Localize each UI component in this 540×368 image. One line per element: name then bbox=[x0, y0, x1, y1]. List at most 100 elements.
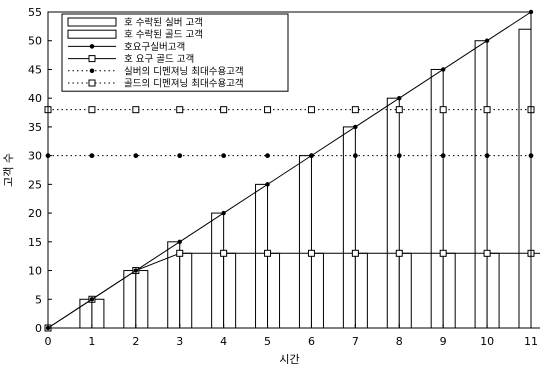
x-tick-label: 10 bbox=[480, 335, 494, 348]
gold-capacity-point bbox=[395, 106, 403, 114]
silver-accepted-bar bbox=[298, 155, 312, 329]
gold-accepted-bar bbox=[354, 252, 368, 329]
gold-accepted-bar bbox=[135, 270, 149, 329]
x-tick-label: 9 bbox=[440, 335, 447, 348]
silver-accepted-bar bbox=[518, 28, 532, 329]
gold-accepted-bar bbox=[179, 252, 193, 329]
gold-capacity-point bbox=[88, 106, 96, 114]
y-tick-label: 55 bbox=[28, 6, 42, 19]
lines-layer bbox=[44, 9, 535, 332]
silver-capacity-point bbox=[221, 153, 227, 159]
x-tick-label: 4 bbox=[220, 335, 227, 348]
legend-swatch-marker bbox=[89, 44, 95, 49]
gold-capacity-point bbox=[351, 106, 359, 114]
gold-demand-point bbox=[483, 249, 491, 257]
silver-demand-point bbox=[353, 124, 358, 130]
silver-accepted-bar bbox=[123, 270, 137, 329]
y-tick-label: 35 bbox=[28, 121, 42, 134]
gold-accepted-bar bbox=[530, 252, 540, 329]
silver-demand-point bbox=[265, 182, 270, 187]
gold-accepted-bar bbox=[442, 252, 456, 329]
legend-box bbox=[61, 13, 289, 92]
silver-capacity-point bbox=[440, 153, 446, 159]
gold-accepted-bar bbox=[91, 298, 105, 329]
silver-demand-point bbox=[133, 268, 139, 273]
legend-swatch-marker bbox=[89, 68, 95, 74]
gold-capacity-point bbox=[307, 106, 315, 114]
silver-capacity-point bbox=[133, 153, 139, 159]
silver-demand-point bbox=[397, 95, 402, 101]
silver-demand-point bbox=[177, 239, 182, 245]
gold-demand-point bbox=[176, 249, 184, 257]
gold-capacity-point bbox=[439, 106, 447, 114]
gold-capacity-point bbox=[264, 106, 272, 114]
gold-capacity-point bbox=[220, 106, 228, 114]
y-tick-label: 45 bbox=[28, 63, 42, 76]
legend-entry-label: 호 요구 골드 고객 bbox=[124, 54, 194, 65]
silver-capacity-point bbox=[484, 153, 490, 159]
y-tick-label: 25 bbox=[28, 178, 42, 191]
gold-capacity-point bbox=[176, 106, 184, 114]
silver-capacity-point bbox=[89, 153, 95, 159]
silver-accepted-bar bbox=[211, 212, 225, 329]
gold-demand-point bbox=[220, 249, 228, 257]
x-tick-label: 8 bbox=[396, 335, 403, 348]
silver-capacity-point bbox=[396, 153, 402, 159]
x-tick-label: 2 bbox=[132, 335, 139, 348]
x-tick-label: 1 bbox=[88, 335, 95, 348]
x-axis-title: 시간 bbox=[279, 353, 299, 366]
x-tick-label: 3 bbox=[176, 335, 183, 348]
y-tick-label: 0 bbox=[35, 322, 42, 335]
y-tick-label: 5 bbox=[35, 293, 42, 306]
gold-demand-line bbox=[47, 252, 531, 329]
silver-demand-point bbox=[89, 297, 95, 302]
legend-entry-label: 호 수락된 골드 고객 bbox=[124, 29, 203, 41]
silver-accepted-bar bbox=[386, 97, 400, 329]
gold-demand-point bbox=[439, 249, 447, 257]
gold-accepted-bar bbox=[398, 252, 412, 329]
silver-demand-line bbox=[47, 11, 532, 329]
silver-demand-point bbox=[221, 210, 226, 216]
legend-entry-label: 실버의 디멘져닝 최대수용고객 bbox=[124, 66, 244, 77]
gold-accepted-bar bbox=[267, 252, 281, 329]
gold-demand-point bbox=[307, 249, 315, 257]
x-tick-label: 6 bbox=[308, 335, 315, 348]
legend-swatch-bar bbox=[67, 29, 117, 39]
plot-frame bbox=[47, 11, 532, 329]
silver-demand-point bbox=[484, 38, 490, 43]
silver-demand-point bbox=[440, 67, 446, 72]
legend-entry-label: 골드의 디멘져닝 최대수용고객 bbox=[124, 79, 244, 90]
legend-entry-label: 호 수락된 실버 고객 bbox=[124, 17, 203, 29]
gold-accepted-bar bbox=[486, 252, 500, 329]
y-tick-label: 15 bbox=[28, 236, 42, 249]
gold-accepted-bar bbox=[223, 252, 237, 329]
silver-capacity-point bbox=[352, 153, 358, 159]
gold-capacity-point bbox=[132, 106, 140, 114]
gold-capacity-point bbox=[483, 106, 491, 114]
y-tick-label: 10 bbox=[28, 265, 42, 278]
silver-capacity-point bbox=[177, 153, 183, 159]
y-tick-label: 40 bbox=[28, 92, 42, 105]
gold-demand-point bbox=[351, 249, 359, 257]
legend-swatch-marker bbox=[88, 79, 96, 87]
gold-accepted-bar bbox=[310, 252, 324, 329]
legend-entry-label: 호요구실버고객 bbox=[124, 42, 185, 53]
gold-demand-point bbox=[395, 249, 403, 257]
x-tick-label: 7 bbox=[352, 335, 359, 348]
y-tick-label: 50 bbox=[28, 35, 42, 48]
silver-accepted-bar bbox=[474, 40, 488, 329]
legend-swatch-bar bbox=[67, 17, 117, 27]
x-tick-label: 5 bbox=[264, 335, 271, 348]
x-tick-label: 11 bbox=[524, 335, 538, 348]
silver-demand-point bbox=[309, 153, 314, 158]
x-tick-label: 0 bbox=[45, 335, 52, 348]
y-axis-title: 고객 수 bbox=[2, 153, 15, 187]
legend-swatch-marker bbox=[88, 55, 96, 63]
y-tick-label: 30 bbox=[28, 150, 42, 163]
silver-capacity-point bbox=[265, 153, 270, 159]
gold-demand-point bbox=[264, 249, 272, 257]
y-tick-label: 20 bbox=[28, 207, 42, 220]
